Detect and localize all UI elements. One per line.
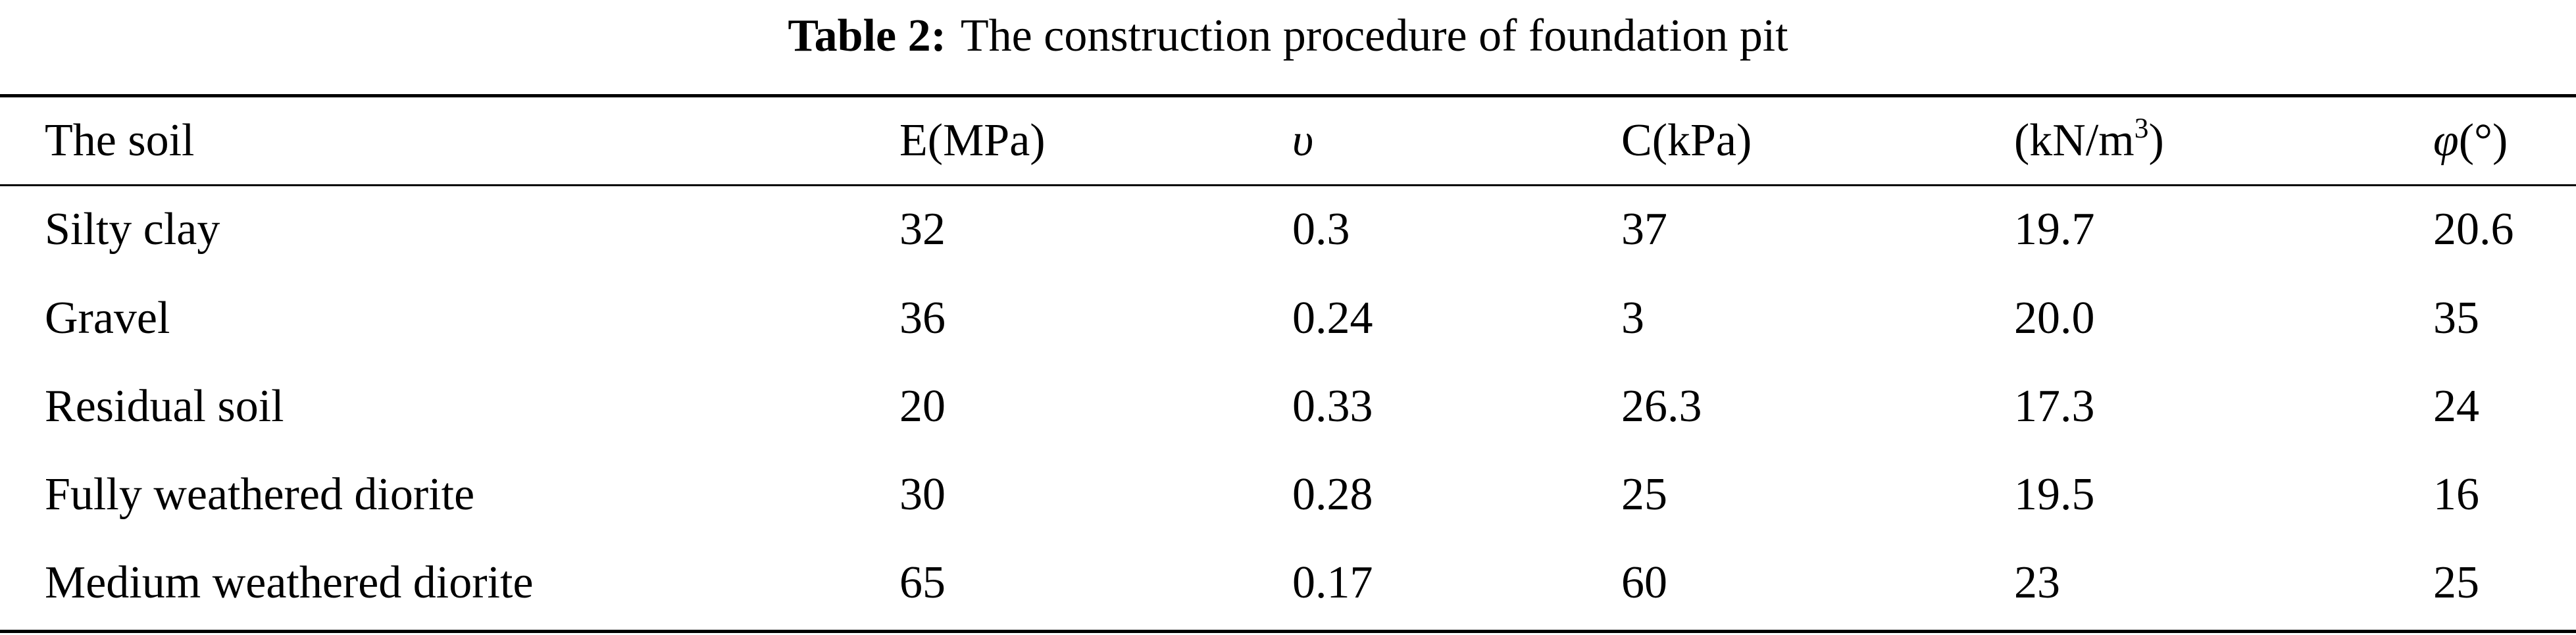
cell-e: 20 <box>899 381 946 432</box>
unit-weight-exponent: 3 <box>2134 113 2149 145</box>
cell-soil: Medium weathered diorite <box>45 557 534 608</box>
unit-weight-close: ) <box>2148 115 2164 166</box>
cell-c: 3 <box>1621 293 1644 343</box>
header-unit-weight: (kN/m3) <box>2014 97 2433 184</box>
cell-soil: Silty clay <box>45 203 220 255</box>
table-row: Residual soil 20 0.33 26.3 17.3 24 <box>0 363 2576 451</box>
cell-gamma: 17.3 <box>2014 381 2095 432</box>
cell-c: 37 <box>1621 203 1667 255</box>
cell-phi: 25 <box>2433 557 2479 608</box>
cell-phi: 35 <box>2433 293 2479 343</box>
cell-gamma: 19.7 <box>2014 203 2095 255</box>
table-row: Medium weathered diorite 65 0.17 60 23 2… <box>0 539 2576 627</box>
table-top-rule <box>0 94 2576 97</box>
cell-gamma: 23 <box>2014 557 2060 608</box>
header-soil: The soil <box>45 115 195 166</box>
friction-symbol: φ <box>2433 115 2459 166</box>
cell-e: 36 <box>899 293 946 343</box>
table-caption-label: Table 2: <box>788 11 946 61</box>
cell-soil: Residual soil <box>45 381 284 432</box>
cell-soil: Gravel <box>45 293 170 343</box>
friction-unit: (°) <box>2458 115 2508 166</box>
header-poisson-ratio: υ <box>1292 97 1621 184</box>
table-bottom-rule <box>0 630 2576 633</box>
cell-phi: 20.6 <box>2433 203 2514 255</box>
cell-v: 0.24 <box>1292 293 1373 343</box>
soil-parameters-table: The soil E(MPa) υ C(kPa) (kN/m3) φ(°) Si… <box>0 97 2576 627</box>
cell-c: 26.3 <box>1621 381 1702 432</box>
cell-e: 30 <box>899 469 946 520</box>
cell-v: 0.17 <box>1292 557 1373 608</box>
cell-phi: 24 <box>2433 381 2479 432</box>
poisson-symbol: υ <box>1292 115 1314 166</box>
header-e-modulus: E(MPa) <box>899 115 1046 166</box>
cell-phi: 16 <box>2433 469 2479 520</box>
cell-v: 0.28 <box>1292 469 1373 520</box>
table-header-row: The soil E(MPa) υ C(kPa) (kN/m3) φ(°) <box>0 97 2576 184</box>
table-row: Gravel 36 0.24 3 20.0 35 <box>0 274 2576 363</box>
cell-gamma: 19.5 <box>2014 469 2095 520</box>
table-row: Silty clay 32 0.3 37 19.7 20.6 <box>0 184 2576 274</box>
cell-e: 32 <box>899 203 946 255</box>
table-caption: Table 2: The construction procedure of fo… <box>0 0 2576 76</box>
table-header-rule <box>0 184 2576 186</box>
cell-v: 0.3 <box>1292 203 1350 255</box>
header-cohesion: C(kPa) <box>1621 115 1752 166</box>
cell-c: 25 <box>1621 469 1667 520</box>
table-row: Fully weathered diorite 30 0.28 25 19.5 … <box>0 451 2576 539</box>
cell-v: 0.33 <box>1292 381 1373 432</box>
cell-gamma: 20.0 <box>2014 293 2095 343</box>
unit-weight-base: (kN/m <box>2014 115 2134 166</box>
cell-c: 60 <box>1621 557 1667 608</box>
header-friction-angle: φ(°) <box>2433 97 2576 184</box>
table-caption-text: The construction procedure of foundation… <box>960 11 1788 61</box>
cell-e: 65 <box>899 557 946 608</box>
cell-soil: Fully weathered diorite <box>45 469 475 520</box>
